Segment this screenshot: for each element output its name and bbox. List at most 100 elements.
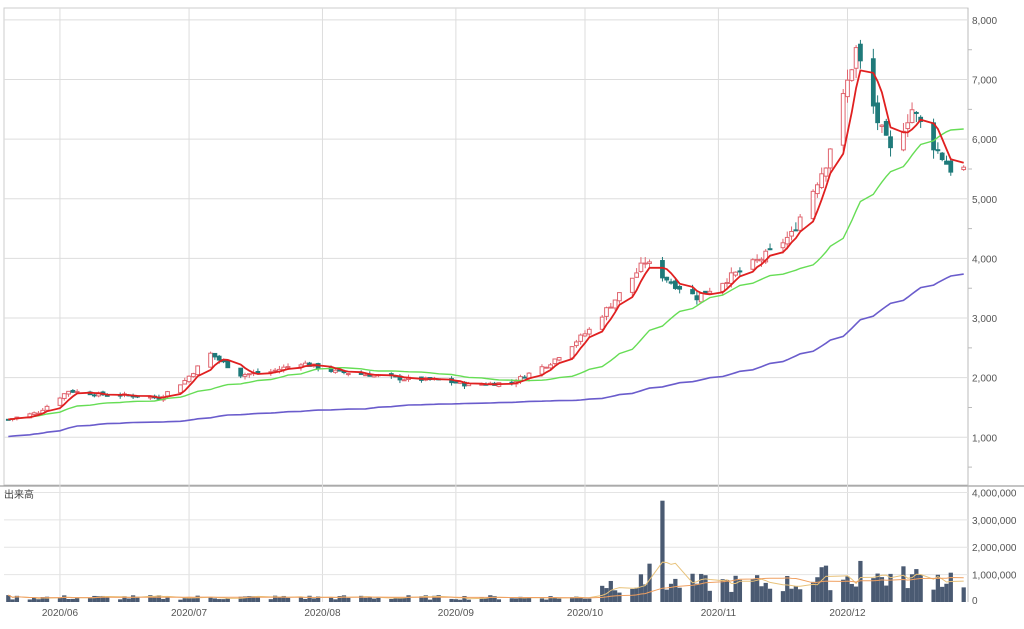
volume-bar: [130, 595, 136, 602]
volume-bar: [569, 597, 575, 602]
volume-bar: [574, 596, 579, 602]
volume-bar: [316, 596, 321, 602]
volume-bar: [186, 597, 192, 602]
volume-bar: [763, 582, 768, 602]
volume-bar: [191, 598, 196, 602]
candle-body: [74, 390, 80, 393]
volume-bar: [298, 597, 304, 602]
candle-body: [698, 292, 704, 303]
candle-body: [190, 373, 196, 378]
volume-bar: [126, 598, 131, 602]
volume-bar: [918, 574, 923, 602]
volume-bar: [44, 596, 50, 602]
volume-bar: [810, 581, 816, 602]
volume-bar: [14, 595, 20, 602]
volume-bar: [359, 595, 364, 602]
candle-body: [763, 250, 769, 263]
volume-bar: [70, 598, 75, 602]
volume-bar: [10, 599, 15, 602]
volume-bar: [509, 598, 514, 602]
volume-bar: [217, 599, 222, 602]
volume-bar: [135, 596, 140, 602]
volume-bar: [277, 597, 282, 602]
candle-body: [345, 373, 351, 376]
volume-bar: [548, 596, 553, 602]
axis-layer: 1,000 2,000 3,000 4,000 5,000 6,000 7,000 8,000…: [42, 16, 1017, 619]
volume-bar: [557, 598, 562, 602]
candle-body: [604, 307, 609, 317]
volume-bar: [268, 599, 273, 602]
volume-bar: [617, 592, 622, 602]
x-tick-label: 2020/12: [829, 608, 866, 619]
volume-bar: [118, 599, 123, 602]
candle-body: [883, 120, 889, 136]
candle-body: [578, 334, 584, 342]
candle-body: [724, 282, 730, 285]
volume-bar: [677, 587, 682, 602]
candle-body: [819, 173, 825, 188]
volume-bar: [479, 597, 484, 602]
candle-body: [948, 160, 954, 173]
volume-bar: [664, 589, 669, 602]
candle-body: [66, 390, 71, 395]
volume-bar: [423, 595, 428, 602]
volume-bar: [496, 599, 502, 602]
volume-bar: [389, 598, 394, 602]
candle-body: [840, 93, 846, 146]
x-tick-label: 2020/10: [567, 608, 604, 619]
candle-body: [690, 289, 695, 295]
candle-body: [767, 248, 773, 251]
candle-body: [332, 369, 338, 373]
volume-panel: [6, 500, 966, 602]
candle-body: [961, 166, 967, 171]
volume-bar: [789, 588, 794, 602]
volume-bar: [638, 574, 644, 602]
candle-body: [827, 148, 833, 169]
candle-body: [780, 242, 786, 249]
volume-bar: [853, 586, 859, 602]
volume-bar: [466, 599, 471, 602]
volume-tick-label: 4,000,000: [972, 488, 1017, 499]
volume-bar: [668, 583, 674, 602]
volume-bar: [100, 595, 106, 602]
volume-bar: [849, 583, 854, 602]
volume-bar: [604, 588, 609, 602]
volume-bar: [944, 583, 949, 602]
volume-bar: [212, 598, 217, 602]
candle-body: [599, 316, 605, 330]
volume-bar: [845, 576, 850, 602]
candle-body: [617, 292, 622, 302]
volume-bar: [251, 596, 256, 602]
candle-body: [931, 122, 936, 151]
volume-bar: [488, 595, 493, 602]
volume-bar: [247, 596, 252, 602]
volume-bar: [798, 589, 803, 602]
candle-body: [608, 306, 614, 309]
volume-bar: [346, 597, 351, 602]
volume-bar: [931, 589, 936, 602]
candle-body: [225, 360, 231, 369]
candle-body: [810, 190, 816, 220]
volume-bar: [242, 596, 248, 602]
volume-bar: [397, 597, 403, 602]
candle-body: [823, 167, 829, 177]
candle-body: [552, 358, 558, 365]
candle-body: [875, 102, 881, 124]
candle-body: [793, 229, 799, 232]
volume-bar: [841, 579, 846, 602]
volume-bar: [647, 563, 652, 602]
candle-body: [401, 379, 407, 382]
volume-bar: [699, 573, 704, 602]
volume-bar: [453, 599, 458, 602]
grid-layer: [0, 7, 1024, 602]
volume-bar: [578, 597, 583, 602]
candle-body: [543, 366, 549, 369]
volume-avg-long-line: [8, 576, 964, 599]
volume-bar: [432, 595, 437, 602]
volume-bar: [914, 569, 919, 602]
candle-body: [363, 374, 368, 377]
volume-bar: [311, 598, 316, 602]
volume-bar: [225, 598, 230, 602]
ma-mid-line: [8, 128, 964, 421]
